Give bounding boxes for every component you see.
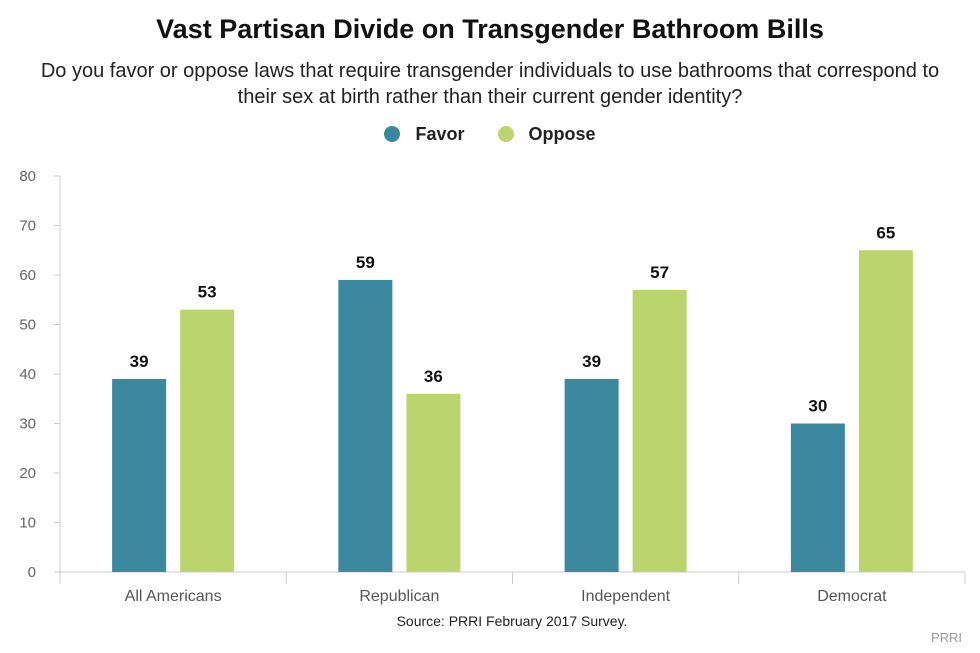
data-label-favor-republican: 59 [356, 253, 375, 272]
legend-label-oppose: Oppose [528, 124, 596, 144]
legend: Favor Oppose [0, 124, 980, 145]
y-tick-label: 80 [19, 168, 36, 185]
y-tick-label: 40 [19, 366, 36, 383]
bar-oppose-independent [632, 289, 687, 572]
y-tick-label: 0 [28, 564, 36, 581]
bar-oppose-republican [406, 393, 461, 572]
data-label-oppose-all-americans: 53 [198, 283, 217, 302]
y-tick-label: 20 [19, 465, 36, 482]
bar-favor-democrat [790, 423, 845, 572]
x-tick-label-independent: Independent [581, 588, 671, 605]
bar-favor-all-americans [112, 378, 167, 572]
x-tick-label-republican: Republican [359, 588, 439, 605]
chart-subtitle: Do you favor or oppose laws that require… [40, 60, 940, 108]
legend-swatch-oppose [497, 126, 514, 142]
data-label-oppose-democrat: 65 [876, 223, 895, 242]
legend-item-favor[interactable]: Favor [384, 124, 465, 145]
bar-oppose-all-americans [180, 309, 235, 572]
data-label-favor-all-americans: 39 [130, 352, 149, 371]
chart-title: Vast Partisan Divide on Transgender Bath… [156, 14, 824, 44]
y-tick-label: 10 [19, 515, 36, 532]
legend-swatch-favor [384, 126, 401, 142]
legend-item-oppose[interactable]: Oppose [497, 124, 596, 145]
y-tick-label: 30 [19, 416, 36, 433]
data-label-favor-independent: 39 [582, 352, 601, 371]
data-label-oppose-republican: 36 [424, 367, 443, 386]
y-tick-label: 60 [19, 267, 36, 284]
source-note: Source: PRRI February 2017 Survey. [396, 613, 628, 629]
data-label-oppose-independent: 57 [650, 263, 669, 282]
y-tick-label: 50 [19, 317, 36, 334]
legend-label-favor: Favor [415, 124, 465, 144]
bar-favor-republican [338, 279, 393, 572]
x-tick-label-democrat: Democrat [817, 588, 887, 605]
brand-logo-text: PRRI [930, 630, 962, 645]
y-tick-label: 70 [19, 218, 36, 235]
bar-favor-independent [564, 378, 619, 572]
bar-oppose-democrat [858, 250, 913, 572]
data-label-favor-democrat: 30 [808, 397, 827, 416]
x-tick-label-all-americans: All Americans [125, 588, 222, 605]
